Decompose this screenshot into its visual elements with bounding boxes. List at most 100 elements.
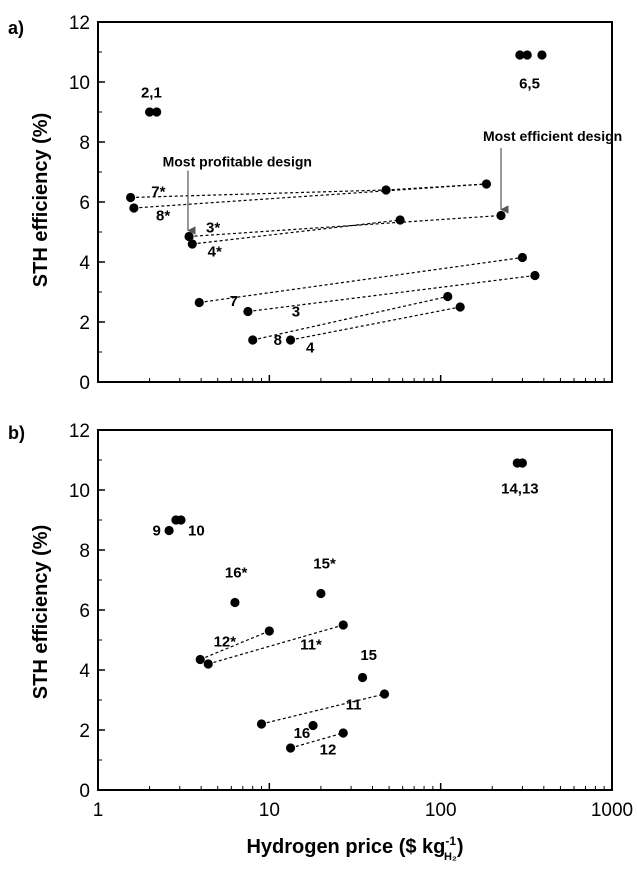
panel-a-connector-line xyxy=(247,274,536,313)
x-axis-title-main: Hydrogen price ($ kg xyxy=(246,836,445,858)
panel-a-point-label: 3 xyxy=(292,304,300,321)
panel-a-point-label: 8* xyxy=(156,208,170,225)
panel-a: a) STH efficiency (%) 0 2 4 6 8 10 12 2,1 6,5 7* 8… xyxy=(8,13,622,394)
panel-b-data-point xyxy=(176,515,186,525)
panel-a-data-point xyxy=(515,50,525,60)
panel-b-data-point xyxy=(230,597,240,608)
panel-a-annotation: Most efficient design xyxy=(483,128,622,144)
panel-a-point-label: 2,1 xyxy=(141,85,162,102)
panel-b-point-label: 10 xyxy=(188,523,205,540)
panel-a-data-point xyxy=(455,302,465,312)
panel-b-y-tick-label: 8 xyxy=(79,541,90,562)
panel-a-data-point xyxy=(285,335,296,345)
panel-b-data-point xyxy=(379,689,390,699)
panel-b-connector-line xyxy=(199,630,270,661)
panel-a-data-point xyxy=(144,107,155,117)
panel-b-y-tick-label: 12 xyxy=(69,421,90,442)
panel-b-connector-line xyxy=(290,732,344,749)
panel-a-data-point xyxy=(129,203,139,213)
panel-a-connector-line xyxy=(192,219,401,245)
panel-a-data-point xyxy=(152,107,162,117)
panel-a-data-point xyxy=(522,50,532,60)
panel-a-y-tick-label: 6 xyxy=(79,193,90,214)
panel-b-data-point xyxy=(338,620,348,630)
panel-a-connector-line xyxy=(252,295,448,341)
panel-b-point-label: 12* xyxy=(214,634,237,651)
panel-b-data-point xyxy=(316,588,326,599)
panel-a-data-point xyxy=(517,252,528,263)
panel-b-point-label: 12 xyxy=(320,742,337,759)
panel-b-data-point xyxy=(164,525,174,536)
panel-a-data-point xyxy=(537,50,547,60)
panel-a-data-point xyxy=(481,179,492,189)
panel-a-y-axis-title: STH efficiency (%) xyxy=(30,113,52,287)
panel-a-data-point xyxy=(530,270,540,281)
panel-a-data-point xyxy=(194,297,204,308)
panel-b-data-point xyxy=(308,720,318,731)
panel-b-data-point xyxy=(264,626,274,636)
panel-a-point-label: 6,5 xyxy=(519,76,540,93)
panel-a-y-tick-label: 10 xyxy=(69,73,90,94)
panel-a-connector-line xyxy=(133,183,487,209)
panel-b-letter: b) xyxy=(8,423,25,443)
panel-a-y-tick-label: 4 xyxy=(79,253,90,274)
panel-a-y-tick-label: 0 xyxy=(79,373,90,394)
panel-b-point-label: 11* xyxy=(300,637,322,654)
panel-b-x-tick-label: 10 xyxy=(259,800,280,821)
panel-b-data-point xyxy=(357,672,368,683)
panel-a-y-tick-label: 12 xyxy=(69,13,90,34)
panel-a-data-point xyxy=(496,210,506,221)
x-axis-title-sub: H₂ xyxy=(444,851,457,863)
panel-a-data-point xyxy=(243,306,253,317)
panel-b-connector-line xyxy=(208,624,344,665)
panel-a-point-label: 8 xyxy=(274,332,282,349)
x-axis-title-sup: -1 xyxy=(445,834,456,848)
panel-b-data-point xyxy=(285,743,296,753)
panel-b-point-label: 9 xyxy=(152,523,160,540)
panel-b-point-label: 16 xyxy=(294,725,311,742)
panel-b-data-point xyxy=(203,659,213,669)
x-axis-title: Hydrogen price ($ kg-1 H₂) xyxy=(246,834,463,863)
panel-a-data-point xyxy=(126,192,136,203)
panel-a-connector-line xyxy=(189,214,502,238)
panel-a-data-point xyxy=(248,335,258,345)
x-axis-title-close: ) xyxy=(457,836,464,858)
panel-a-data-point xyxy=(395,215,405,225)
panel-a-letter: a) xyxy=(8,18,24,38)
panel-a-y-tick-label: 2 xyxy=(79,313,90,334)
panel-b-connector-line xyxy=(261,693,385,725)
panel-b-point-label: 15* xyxy=(313,556,336,573)
panel-b-y-tick-label: 2 xyxy=(79,721,90,742)
panel-b-x-tick-label: 1000 xyxy=(591,800,633,821)
panel-a-point-label: 7* xyxy=(151,184,165,201)
panel-a-data-point xyxy=(443,291,453,302)
panel-b-data-point xyxy=(256,719,267,729)
panel-b-y-tick-label: 6 xyxy=(79,601,90,622)
panel-b-data-point xyxy=(517,458,528,468)
panel-b-x-tick-label: 100 xyxy=(425,800,457,821)
panel-b-y-tick-label: 10 xyxy=(69,481,90,502)
panel-a-point-label: 4 xyxy=(306,340,315,357)
panel-b-y-tick-label: 4 xyxy=(79,661,90,682)
panel-a-annotation: Most profitable design xyxy=(163,154,312,170)
panel-b-point-label: 15 xyxy=(360,647,377,664)
panel-b: b) STH efficiency (%) 0 2 4 6 8 10 12 1 10 100 100… xyxy=(8,421,633,863)
panel-b-point-label: 11 xyxy=(346,697,362,714)
panel-b-x-tick-label: 1 xyxy=(93,800,104,821)
panel-a-connector-line xyxy=(290,306,461,341)
panel-b-point-label: 14,13 xyxy=(501,481,539,498)
panel-b-point-label: 16* xyxy=(225,565,248,582)
panel-b-plot: 0 2 4 6 8 10 12 1 10 100 1000 9 10 14,13 16* 15* 12* 11* 1… xyxy=(69,421,633,821)
panel-b-y-axis-title: STH efficiency (%) xyxy=(30,525,52,699)
panel-a-connector-line xyxy=(199,256,523,304)
panel-a-data-point xyxy=(187,239,197,249)
panel-a-connector-line xyxy=(130,189,387,199)
panel-a-data-point xyxy=(381,185,391,195)
panel-b-y-tick-label: 0 xyxy=(79,781,90,802)
panel-a-y-tick-label: 8 xyxy=(79,133,90,154)
panel-b-data-point xyxy=(195,654,205,665)
panel-a-point-label: 7 xyxy=(230,293,238,310)
panel-a-point-label: 4* xyxy=(208,244,222,261)
